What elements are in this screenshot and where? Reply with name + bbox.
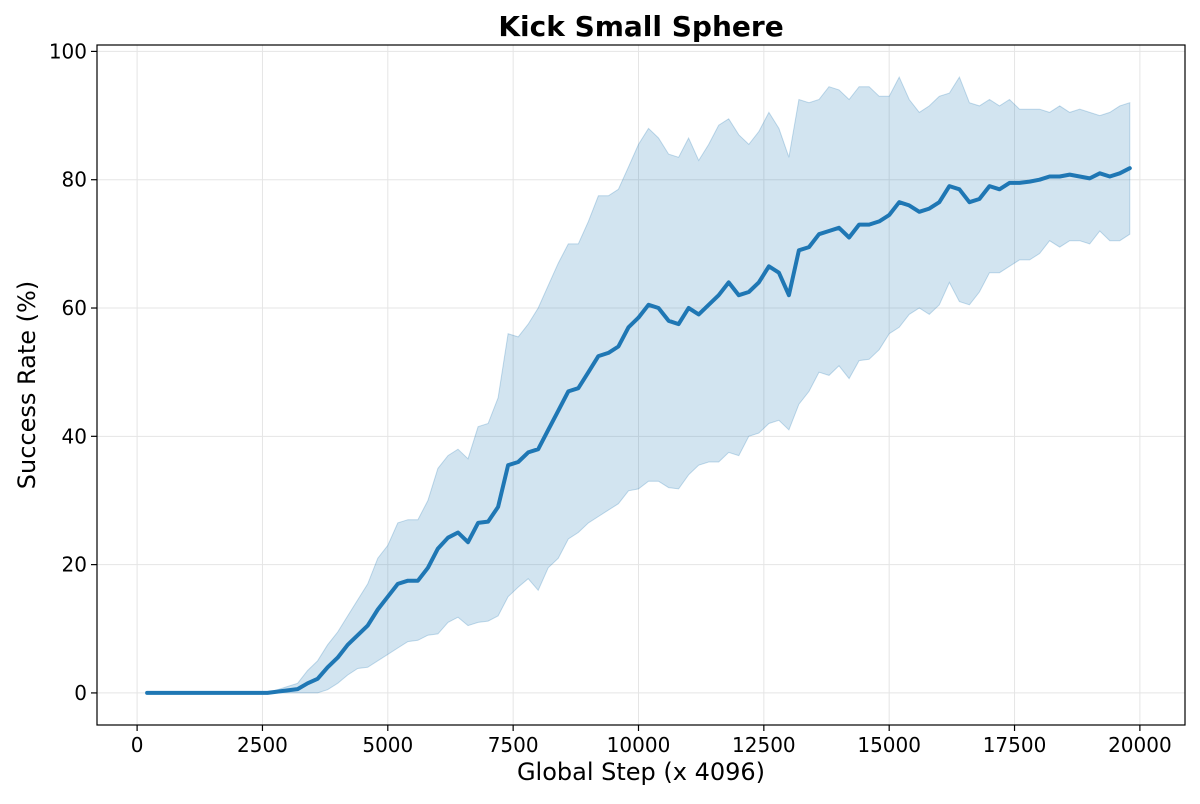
y-axis-label: Success Rate (%): [13, 281, 41, 489]
x-axis-label: Global Step (x 4096): [517, 758, 765, 786]
mean-success-rate-line: [145, 166, 1132, 695]
x-tick-label: 17500: [983, 733, 1047, 757]
x-axis-ticks: 0 2500 5000 7500 10000 12500 15000 17500 20000: [131, 725, 1172, 757]
mean-line-layer: [145, 166, 1132, 695]
chart-title: Kick Small Sphere: [498, 10, 783, 43]
y-tick-label: 100: [49, 39, 87, 63]
x-tick-label: 20000: [1108, 733, 1172, 757]
x-tick-label: 15000: [857, 733, 921, 757]
x-tick-label: 10000: [607, 733, 671, 757]
x-tick-label: 2500: [237, 733, 288, 757]
x-tick-label: 5000: [362, 733, 413, 757]
y-axis-ticks: 0 20 40 60 80 100: [49, 39, 97, 705]
x-tick-label: 7500: [488, 733, 539, 757]
y-tick-label: 60: [62, 296, 87, 320]
plot-frame: [96, 44, 1186, 726]
x-tick-label: 12500: [732, 733, 796, 757]
y-tick-label: 40: [62, 424, 87, 448]
y-tick-label: 20: [62, 553, 87, 577]
x-tick-label: 0: [131, 733, 144, 757]
y-tick-label: 80: [62, 168, 87, 192]
y-tick-label: 0: [74, 681, 87, 705]
grid: [97, 45, 1185, 725]
